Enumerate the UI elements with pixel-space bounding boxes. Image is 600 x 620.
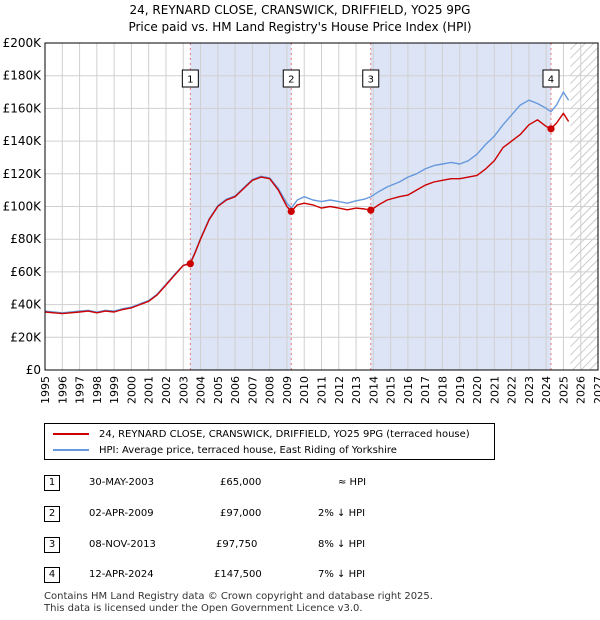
property-line-swatch: [53, 433, 89, 435]
x-tick-label: 2007: [246, 376, 259, 404]
sale-hpi-diff: 7% ↓ HPI: [318, 569, 366, 580]
sale-number-box: 3: [44, 537, 60, 553]
hpi-line-swatch: [53, 449, 89, 451]
sale-price: £65,000: [220, 477, 262, 488]
sale-label-box: [181, 69, 199, 88]
legend-hpi: HPI: Average price, terraced house, East…: [53, 445, 397, 456]
property-price-line: [44, 112, 570, 315]
x-tick-label: 2018: [436, 376, 449, 404]
plot-frame: [44, 42, 599, 371]
footer-copyright: Contains HM Land Registry data © Crown c…: [44, 591, 433, 602]
sale-hpi-diff: 2% ↓ HPI: [318, 508, 366, 519]
legend-property: 24, REYNARD CLOSE, CRANSWICK, DRIFFIELD,…: [53, 429, 470, 440]
sale-price: £97,750: [216, 539, 258, 550]
x-tick-label: 2011: [316, 376, 329, 404]
sale-label-text: 4: [548, 75, 554, 86]
y-tick-label: £140K: [3, 134, 43, 148]
sale-row-2: 2 02-APR-2009 £97,000 2% ↓ HPI: [44, 506, 464, 524]
x-tick-label: 1999: [108, 376, 121, 404]
sale-label-box: [282, 69, 300, 88]
y-tick-label: £20K: [10, 330, 42, 344]
x-tick-label: 2001: [143, 376, 156, 404]
x-tick-label: 2005: [212, 376, 225, 404]
x-tick-label: 2023: [523, 376, 536, 404]
x-tick-label: 2022: [506, 376, 519, 404]
x-tick-label: 2027: [592, 376, 600, 404]
sale-number-box: 4: [44, 567, 60, 583]
sale-number-box: 1: [44, 475, 60, 491]
x-tick-label: 2010: [298, 376, 311, 404]
x-tick-label: 2020: [471, 376, 484, 404]
y-tick-label: £80K: [10, 232, 42, 246]
y-tick-label: £200K: [3, 36, 43, 50]
x-tick-label: 2008: [264, 376, 277, 404]
x-tick-label: 2016: [402, 376, 415, 404]
sale-hpi-diff: ≈ HPI: [338, 477, 367, 488]
sale-hpi-diff: 8% ↓ HPI: [318, 539, 366, 550]
legend-hpi-label: HPI: Average price, terraced house, East…: [99, 445, 397, 456]
sale-price: £97,000: [220, 508, 262, 519]
y-tick-label: £160K: [3, 101, 43, 115]
x-tick-label: 2013: [350, 376, 363, 404]
sale-point: [547, 125, 555, 133]
x-tick-label: 2025: [557, 376, 570, 404]
x-tick-label: 2015: [385, 376, 398, 404]
x-tick-label: 2026: [575, 376, 588, 404]
x-tick-label: 2003: [177, 376, 190, 404]
sale-point: [186, 260, 194, 268]
sale-date: 12-APR-2024: [89, 569, 154, 580]
y-tick-label: £0: [26, 363, 41, 377]
chart-title: 24, REYNARD CLOSE, CRANSWICK, DRIFFIELD,…: [129, 3, 471, 17]
x-tick-label: 2004: [195, 376, 208, 404]
x-tick-label: 2021: [488, 376, 501, 404]
legend-property-label: 24, REYNARD CLOSE, CRANSWICK, DRIFFIELD,…: [99, 429, 470, 440]
x-tick-label: 2002: [160, 376, 173, 404]
sale-label-text: 3: [368, 75, 374, 86]
sale-number-box: 2: [44, 506, 60, 522]
hpi-line: [44, 91, 570, 314]
x-tick-label: 2017: [419, 376, 432, 404]
sale-date: 02-APR-2009: [89, 508, 154, 519]
sale-label-box: [542, 69, 560, 88]
y-tick-label: £100K: [3, 200, 43, 214]
sale-point: [287, 207, 295, 216]
y-tick-label: £60K: [10, 265, 42, 279]
x-tick-label: 2012: [333, 376, 346, 404]
x-tick-label: 2000: [125, 376, 138, 404]
sale-label-text: 1: [187, 75, 193, 86]
x-tick-label: 1998: [91, 376, 104, 404]
footer-licence: This data is licensed under the Open Gov…: [44, 603, 363, 614]
y-tick-label: £40K: [10, 298, 42, 312]
x-tick-label: 2009: [281, 376, 294, 404]
price-chart: 1 2 3 4 £0 £20K £40K £60K £80K £100K £120K £140K £16…: [3, 36, 600, 404]
x-tick-label: 2006: [229, 376, 242, 404]
chart-subtitle: Price paid vs. HM Land Registry's House …: [128, 20, 472, 34]
sale-row-4: 4 12-APR-2024 £147,500 7% ↓ HPI: [44, 567, 464, 585]
legend: 24, REYNARD CLOSE, CRANSWICK, DRIFFIELD,…: [44, 423, 495, 460]
x-tick-label: 1996: [56, 376, 69, 404]
y-tick-label: £120K: [3, 167, 43, 181]
x-tick-label: 2024: [540, 376, 553, 404]
x-tick-label: 2014: [367, 376, 380, 404]
sale-price: £147,500: [214, 569, 262, 580]
sale-label-box: [362, 69, 380, 88]
y-tick-label: £180K: [3, 69, 43, 83]
x-tick-label: 1997: [74, 376, 87, 404]
sale-label-text: 2: [288, 75, 294, 86]
sale-date: 08-NOV-2013: [89, 539, 156, 550]
x-tick-label: 1995: [39, 376, 52, 404]
sale-point: [367, 206, 375, 214]
sale-row-1: 1 30-MAY-2003 £65,000 ≈ HPI: [44, 475, 464, 493]
x-tick-label: 2019: [454, 376, 467, 404]
sale-date: 30-MAY-2003: [89, 477, 155, 488]
sale-row-3: 3 08-NOV-2013 £97,750 8% ↓ HPI: [44, 537, 464, 555]
